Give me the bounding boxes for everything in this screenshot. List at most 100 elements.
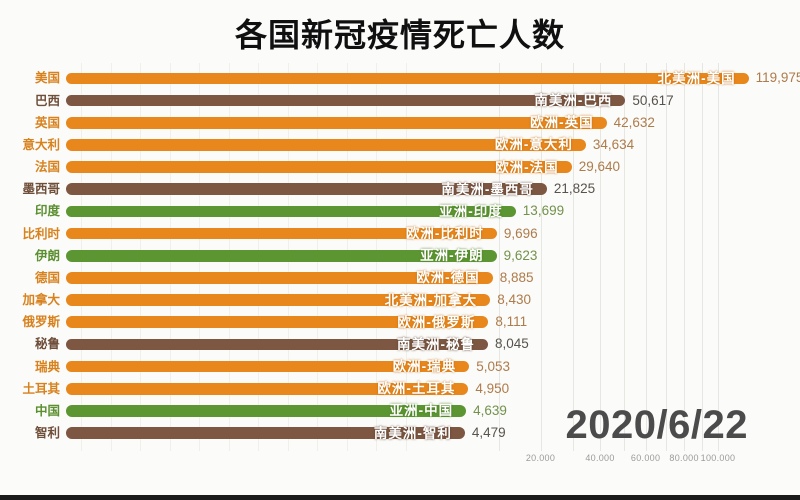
bar-group-label: 欧洲-比利时 — [405, 226, 484, 242]
bar-group-label: 南美洲-智利 — [373, 425, 452, 441]
country-label: 意大利 — [22, 137, 60, 152]
bar: 北美洲-美国 — [66, 70, 749, 86]
country-label: 德国 — [34, 270, 60, 285]
bar-value: 8,885 — [499, 269, 534, 285]
bar-row: 加拿大 北美洲-加拿大 8,430 — [0, 289, 800, 311]
bar: 亚洲-中国 — [66, 403, 467, 419]
bar-value: 50,617 — [632, 92, 674, 108]
bar-row: 中国 亚洲-中国 4,639 — [0, 400, 800, 422]
bar: 欧洲-俄罗斯 — [66, 314, 489, 330]
bar-row: 巴西 南美洲-巴西 50,617 — [0, 90, 800, 112]
bar-row: 俄罗斯 欧洲-俄罗斯 8,111 — [0, 311, 800, 333]
bar: 南美洲-墨西哥 — [66, 181, 547, 197]
bar-row: 美国 北美洲-美国 119,975 — [0, 67, 800, 89]
bar: 欧洲-意大利 — [66, 137, 586, 153]
bar-group-label: 北美洲-加拿大 — [384, 292, 478, 308]
x-tick-label: 100.000 — [700, 453, 736, 463]
bar-row: 瑞典 欧洲-瑞典 5,053 — [0, 356, 800, 378]
x-tick-label: 20.000 — [525, 453, 556, 463]
bar-row: 智利 南美洲-智利 4,479 — [0, 422, 800, 444]
bar-row: 土耳其 欧洲-土耳其 4,950 — [0, 378, 800, 400]
bar-row: 意大利 欧洲-意大利 34,634 — [0, 134, 800, 156]
bar: 欧洲-土耳其 — [66, 381, 469, 397]
chart-title: 各国新冠疫情死亡人数 — [234, 17, 565, 53]
bar-value: 119,975 — [755, 70, 800, 86]
bar: 欧洲-法国 — [66, 160, 572, 174]
bar: 南美洲-巴西 — [66, 93, 626, 109]
country-label: 秘鲁 — [34, 337, 60, 352]
bar-value: 8,111 — [495, 314, 528, 330]
bar-value: 9,623 — [503, 247, 538, 263]
x-tick-label: 80.000 — [669, 453, 699, 463]
country-label: 比利时 — [22, 226, 60, 241]
country-label: 土耳其 — [22, 381, 60, 396]
bar-value: 42,632 — [613, 114, 655, 130]
bar-group-label: 欧洲-俄罗斯 — [397, 314, 476, 330]
country-label: 瑞典 — [34, 359, 60, 374]
x-tick-label: 60.000 — [630, 453, 661, 463]
bar-group-label: 欧洲-德国 — [416, 270, 480, 286]
bar-row: 秘鲁 南美洲-秘鲁 8,045 — [0, 333, 800, 355]
country-label: 加拿大 — [22, 293, 60, 308]
country-label: 伊朗 — [34, 248, 60, 263]
bar-row: 英国 欧洲-英国 42,632 — [0, 112, 800, 134]
gridline-major — [600, 63, 601, 451]
bar-value: 9,696 — [503, 225, 538, 241]
bar-group-label: 亚洲-伊朗 — [420, 248, 484, 264]
x-tick-label: 40.000 — [585, 453, 615, 463]
bar: 欧洲-瑞典 — [66, 359, 470, 375]
bar: 欧洲-德国 — [66, 270, 493, 286]
gridline-major — [624, 63, 625, 451]
gridline-major — [665, 63, 667, 451]
bar: 欧洲-英国 — [66, 115, 607, 131]
country-label: 智利 — [34, 426, 60, 441]
country-label: 墨西哥 — [22, 182, 60, 197]
bar-group-label: 北美洲-美国 — [657, 70, 736, 86]
country-label: 俄罗斯 — [22, 315, 60, 330]
bar-value: 4,950 — [475, 380, 510, 396]
country-label: 中国 — [34, 403, 60, 418]
bar-row: 德国 欧洲-德国 8,885 — [0, 267, 800, 289]
bar: 亚洲-伊朗 — [66, 248, 497, 264]
gridline-major — [540, 63, 542, 451]
country-label: 巴西 — [34, 93, 60, 108]
bar-group-label: 欧洲-意大利 — [494, 137, 573, 153]
bar: 南美洲-智利 — [66, 425, 465, 441]
gridline-major — [645, 63, 647, 451]
bar-group-label: 南美洲-秘鲁 — [397, 336, 475, 352]
country-label: 美国 — [34, 71, 60, 86]
bar-value: 8,430 — [497, 292, 531, 308]
bar-value: 4,479 — [471, 425, 506, 441]
country-label: 法国 — [34, 160, 60, 175]
bar-group-label: 亚洲-印度 — [439, 203, 503, 219]
bar-group-label: 欧洲-英国 — [530, 115, 594, 131]
bar: 欧洲-比利时 — [66, 226, 497, 242]
bar-value: 13,699 — [522, 203, 565, 219]
bar-row: 伊朗 亚洲-伊朗 9,623 — [0, 245, 800, 267]
gridline-major — [572, 63, 574, 451]
bar-value: 5,053 — [476, 358, 510, 374]
gridline-major — [718, 63, 719, 451]
gridline-major — [498, 63, 500, 451]
bar-row: 比利时 欧洲-比利时 9,696 — [0, 223, 800, 245]
bar-value: 34,634 — [592, 136, 635, 152]
country-label: 印度 — [34, 204, 60, 219]
bar-group-label: 欧洲-瑞典 — [392, 359, 457, 375]
bar-row: 法国 欧洲-法国 29,640 — [0, 156, 800, 178]
bar-value: 29,640 — [578, 159, 620, 175]
gridline-major — [701, 63, 703, 451]
bar-group-label: 南美洲-巴西 — [534, 93, 613, 109]
bar-value: 21,825 — [553, 181, 596, 197]
bar-group-label: 亚洲-中国 — [389, 403, 454, 419]
country-label: 英国 — [34, 115, 60, 130]
bar-row: 墨西哥 南美洲-墨西哥 21,825 — [0, 178, 800, 200]
bar-row: 印度 亚洲-印度 13,699 — [0, 200, 800, 222]
date-label: 2020/6/22 — [565, 403, 748, 447]
bar: 北美洲-加拿大 — [66, 292, 491, 308]
bar-group-label: 南美洲-墨西哥 — [441, 181, 534, 197]
bar-value: 8,045 — [495, 336, 529, 352]
bar-group-label: 欧洲-土耳其 — [377, 381, 456, 397]
gridline-major — [684, 63, 686, 451]
